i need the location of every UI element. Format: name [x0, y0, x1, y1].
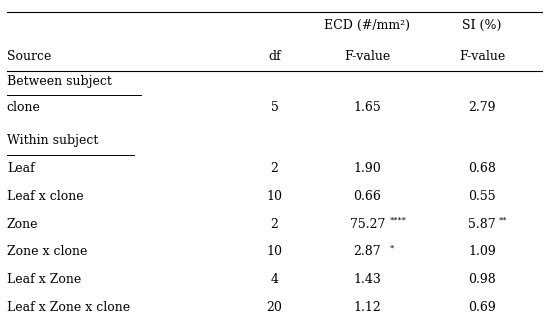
- Text: 4: 4: [271, 273, 278, 286]
- Text: Leaf: Leaf: [7, 162, 35, 175]
- Text: 2.79: 2.79: [468, 101, 496, 114]
- Text: 5: 5: [271, 101, 278, 114]
- Text: 2.87: 2.87: [354, 245, 381, 258]
- Text: 75.27: 75.27: [350, 218, 385, 230]
- Text: 1.09: 1.09: [468, 245, 496, 258]
- Text: 10: 10: [266, 190, 283, 203]
- Text: 20: 20: [267, 300, 282, 314]
- Text: clone: clone: [7, 101, 41, 114]
- Text: 1.43: 1.43: [354, 273, 382, 286]
- Text: Zone: Zone: [7, 218, 38, 230]
- Text: 1.65: 1.65: [354, 101, 381, 114]
- Text: 0.69: 0.69: [468, 300, 496, 314]
- Text: 1.12: 1.12: [354, 300, 381, 314]
- Text: ECD (#/mm²): ECD (#/mm²): [324, 19, 410, 32]
- Text: 0.66: 0.66: [354, 190, 382, 203]
- Text: Leaf x clone: Leaf x clone: [7, 190, 83, 203]
- Text: Leaf x Zone x clone: Leaf x Zone x clone: [7, 300, 130, 314]
- Text: Leaf x Zone: Leaf x Zone: [7, 273, 81, 286]
- Text: F-value: F-value: [459, 50, 505, 63]
- Text: 2: 2: [271, 162, 278, 175]
- Text: ****: ****: [390, 217, 407, 225]
- Text: Zone x clone: Zone x clone: [7, 245, 87, 258]
- Text: Between subject: Between subject: [7, 74, 112, 88]
- Text: 1.90: 1.90: [354, 162, 381, 175]
- Text: 0.55: 0.55: [468, 190, 496, 203]
- Text: df: df: [268, 50, 281, 63]
- Text: 0.98: 0.98: [468, 273, 496, 286]
- Text: 0.68: 0.68: [468, 162, 496, 175]
- Text: F-value: F-value: [344, 50, 390, 63]
- Text: Within subject: Within subject: [7, 134, 98, 148]
- Text: 5.87: 5.87: [468, 218, 496, 230]
- Text: 2: 2: [271, 218, 278, 230]
- Text: *: *: [390, 245, 395, 253]
- Text: 10: 10: [266, 245, 283, 258]
- Text: SI (%): SI (%): [462, 19, 502, 32]
- Text: **: **: [498, 217, 507, 225]
- Text: Source: Source: [7, 50, 51, 63]
